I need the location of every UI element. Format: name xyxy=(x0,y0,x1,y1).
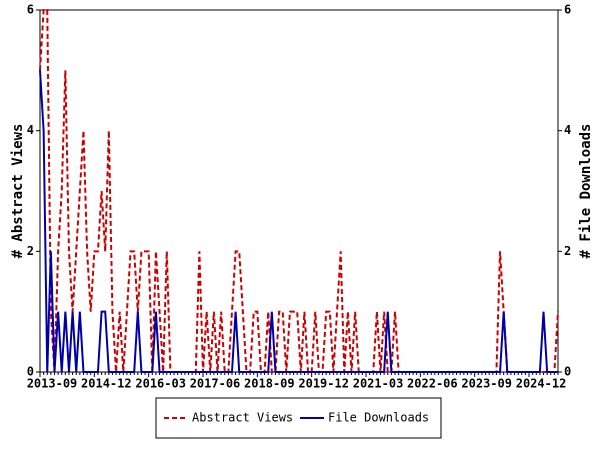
y2-tick-label: 4 xyxy=(564,123,571,137)
x-tick-label: 2016-03 xyxy=(135,377,186,391)
y-tick-label: 4 xyxy=(27,123,34,137)
x-tick-label: 2014-12 xyxy=(81,377,132,391)
x-tick-label: 2018-09 xyxy=(244,377,295,391)
y2-tick-label: 6 xyxy=(564,3,571,17)
y2-tick-label: 2 xyxy=(564,244,571,258)
y-tick-label: 6 xyxy=(27,3,34,17)
legend: Abstract Views File Downloads xyxy=(155,397,442,439)
series-line xyxy=(39,70,558,373)
y-axis-label: # Abstract Views xyxy=(10,124,26,259)
y2-axis-label: # File Downloads xyxy=(578,124,594,259)
x-tick-label: 2019-12 xyxy=(298,377,349,391)
x-tick-label: 2013-09 xyxy=(27,377,78,391)
x-tick-label: 2024-12 xyxy=(516,377,567,391)
plot-area xyxy=(39,9,559,373)
legend-box xyxy=(155,397,442,439)
legend-label: File Downloads xyxy=(328,411,429,425)
y2-tick-label: 0 xyxy=(564,365,571,379)
x-tick-label: 2021-03 xyxy=(353,377,404,391)
y-tick-label: 0 xyxy=(27,365,34,379)
x-tick-label: 2022-06 xyxy=(407,377,458,391)
x-tick-label: 2023-09 xyxy=(461,377,512,391)
legend-label: Abstract Views xyxy=(192,411,293,425)
x-tick-label: 2017-06 xyxy=(190,377,241,391)
y-tick-label: 2 xyxy=(27,244,34,258)
series-line xyxy=(39,9,559,373)
